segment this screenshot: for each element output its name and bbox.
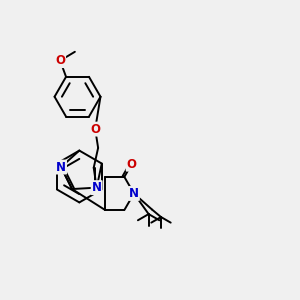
Text: O: O [127, 158, 137, 171]
Text: N: N [92, 181, 102, 194]
Text: O: O [90, 123, 100, 136]
Text: O: O [55, 54, 65, 67]
Text: N: N [129, 187, 139, 200]
Text: N: N [56, 160, 66, 174]
